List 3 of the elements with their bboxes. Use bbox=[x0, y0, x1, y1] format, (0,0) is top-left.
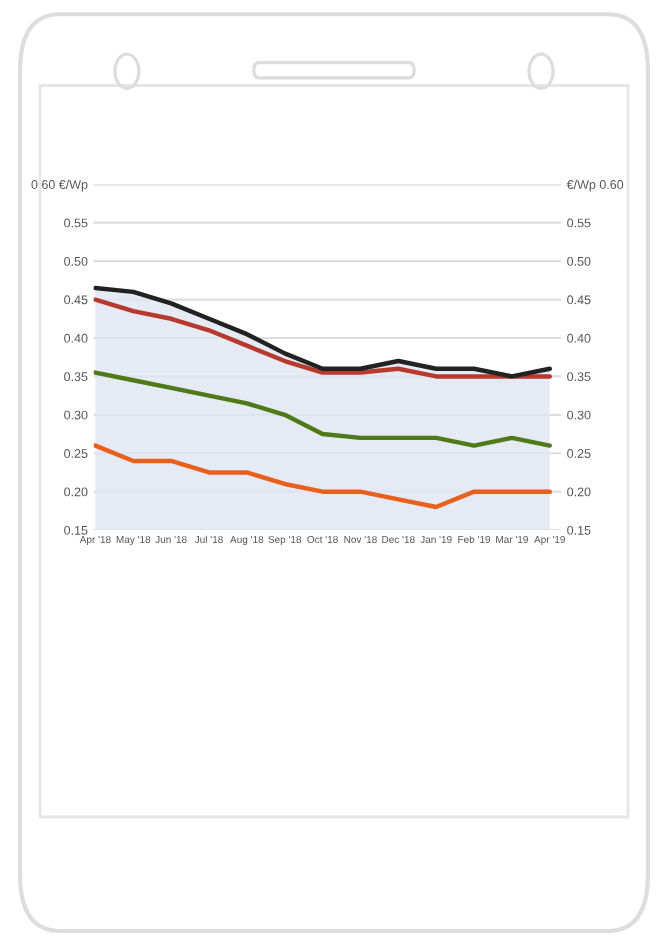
line-series bbox=[93, 297, 552, 379]
line-series bbox=[93, 370, 552, 448]
line-series bbox=[93, 443, 552, 510]
